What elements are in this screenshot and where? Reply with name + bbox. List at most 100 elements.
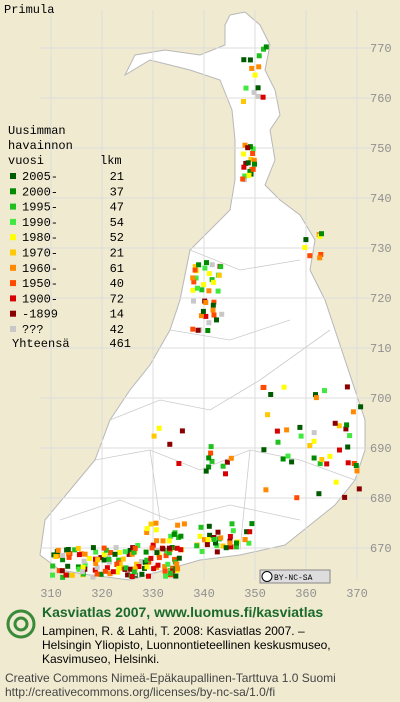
legend-swatch xyxy=(10,326,16,332)
observation-square xyxy=(215,529,221,535)
observation-square xyxy=(250,151,256,156)
observation-square xyxy=(160,538,166,544)
observation-square xyxy=(302,245,308,250)
observation-square xyxy=(248,156,254,162)
observation-square xyxy=(211,312,217,318)
observation-square xyxy=(241,151,247,157)
observation-square xyxy=(214,543,220,549)
observation-square xyxy=(166,545,172,551)
legend-label: 1990- xyxy=(22,216,58,230)
observation-square xyxy=(261,46,266,52)
easting-label: 340 xyxy=(193,587,215,601)
observation-square xyxy=(174,545,180,551)
observation-square xyxy=(343,426,349,432)
observation-square xyxy=(204,260,209,266)
observation-square xyxy=(106,556,112,562)
observation-square xyxy=(175,522,181,528)
observation-square xyxy=(245,145,251,151)
observation-square xyxy=(202,265,208,271)
observation-square xyxy=(263,44,269,50)
observation-square xyxy=(125,572,131,578)
observation-square xyxy=(122,549,128,555)
observation-square xyxy=(154,550,160,556)
observation-square xyxy=(247,168,253,174)
observation-square xyxy=(123,565,129,571)
observation-square xyxy=(251,89,257,95)
observation-square xyxy=(65,551,71,557)
easting-label: 320 xyxy=(91,587,113,601)
observation-square xyxy=(324,461,330,467)
region-borders xyxy=(59,249,356,551)
observation-square xyxy=(63,572,69,578)
observation-square xyxy=(289,459,295,465)
observation-square xyxy=(211,299,217,305)
observation-square xyxy=(294,495,300,501)
observation-square xyxy=(228,544,234,550)
observation-square xyxy=(247,144,253,150)
observation-square xyxy=(55,547,61,553)
observation-square xyxy=(284,427,290,433)
observation-square xyxy=(178,533,184,539)
observation-square xyxy=(90,574,96,580)
observation-square xyxy=(176,555,182,561)
easting-label: 330 xyxy=(142,587,164,601)
species-title: Primula xyxy=(4,3,54,17)
observation-square xyxy=(131,569,137,575)
legend-total-label: Yhteensä xyxy=(12,337,70,351)
observation-square xyxy=(313,392,318,398)
observation-square xyxy=(144,564,150,570)
observations xyxy=(50,44,364,580)
observation-square xyxy=(172,556,178,562)
observation-square xyxy=(148,521,154,527)
observation-square xyxy=(66,554,72,560)
observation-square xyxy=(337,447,342,453)
observation-square xyxy=(250,166,256,172)
observation-square xyxy=(81,558,87,564)
legend-count-heading: lkm xyxy=(100,154,122,168)
northing-label: 740 xyxy=(370,192,392,206)
observation-square xyxy=(311,438,317,444)
observation-square xyxy=(261,384,267,390)
legend-swatch xyxy=(10,264,16,271)
observation-square xyxy=(198,524,204,530)
northing-label: 680 xyxy=(370,492,392,506)
legend-label: 2000- xyxy=(22,185,58,199)
observation-square xyxy=(208,450,214,456)
observation-square xyxy=(252,72,258,78)
observation-square xyxy=(92,567,98,573)
license-badge: BY-NC-SA xyxy=(259,569,331,584)
observation-square xyxy=(234,540,239,546)
observation-square xyxy=(347,433,353,439)
observation-square xyxy=(116,550,122,555)
legend-swatch xyxy=(10,173,16,179)
observation-square xyxy=(205,537,211,542)
observation-square xyxy=(247,529,253,535)
observation-square xyxy=(275,439,281,445)
observation-square xyxy=(160,546,166,552)
observation-square xyxy=(263,487,269,493)
observation-square xyxy=(60,574,66,580)
observation-square xyxy=(162,564,168,570)
observation-square xyxy=(268,392,274,397)
observation-square xyxy=(171,531,177,537)
observation-square xyxy=(336,423,342,429)
observation-square xyxy=(65,547,71,552)
legend-label: 1980- xyxy=(22,231,58,245)
easting-label: 360 xyxy=(295,587,317,601)
observation-square xyxy=(298,433,304,439)
observation-square xyxy=(166,550,172,556)
legend-swatch xyxy=(10,234,16,241)
observation-square xyxy=(230,528,236,534)
observation-square xyxy=(345,444,351,450)
footer-headline: Kasviatlas 2007, www.luomus.fi/kasviatla… xyxy=(42,604,323,620)
observation-square xyxy=(274,428,280,434)
legend-heading: vuosi xyxy=(8,154,44,168)
observation-square xyxy=(117,561,123,567)
observation-square xyxy=(261,447,267,453)
observation-square xyxy=(76,552,82,558)
legend-swatch xyxy=(10,218,16,225)
observation-square xyxy=(214,549,220,555)
license-line: Creative Commons Nimeä-Epäkaupallinen-Ta… xyxy=(5,671,336,685)
observation-square xyxy=(316,491,322,497)
land xyxy=(39,11,366,581)
